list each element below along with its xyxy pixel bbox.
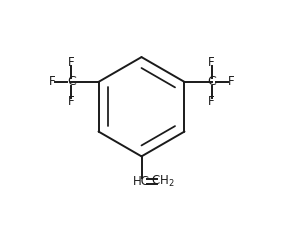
Text: F: F xyxy=(208,56,215,69)
Text: C: C xyxy=(67,75,76,88)
Text: F: F xyxy=(68,95,75,108)
Text: C: C xyxy=(207,75,216,88)
Text: HC: HC xyxy=(133,175,150,188)
Text: CH$_2$: CH$_2$ xyxy=(151,174,175,189)
Text: F: F xyxy=(208,95,215,108)
Text: F: F xyxy=(228,75,234,88)
Text: F: F xyxy=(68,56,75,69)
Text: F: F xyxy=(49,75,55,88)
